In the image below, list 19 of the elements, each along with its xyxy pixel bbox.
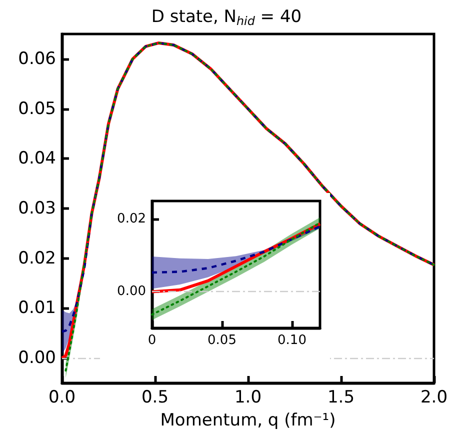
x-tick-label: 0.0 — [48, 388, 76, 408]
x-tick-label: 0.05 — [208, 333, 236, 348]
y-tick-label: 0.02 — [117, 212, 146, 227]
y-tick-label: 0.01 — [18, 298, 56, 318]
x-tick-label: 0.10 — [278, 333, 306, 348]
y-tick-label: 0.00 — [18, 348, 56, 368]
x-tick-label: 0.5 — [141, 388, 169, 408]
x-tick-label: 1.5 — [327, 388, 355, 408]
y-tick-label: 0.00 — [117, 284, 146, 300]
y-tick-label: 0.02 — [18, 248, 56, 268]
y-tick-label: 0.03 — [18, 198, 56, 218]
line-series — [150, 225, 322, 274]
y-tick-label: 0.06 — [18, 48, 56, 69]
x-tick-label: 0 — [148, 333, 156, 348]
y-tick-label: 0.05 — [18, 98, 56, 119]
x-axis-title: Momentum, q (fm⁻¹) — [160, 410, 336, 430]
x-tick-label: 1.0 — [234, 388, 262, 408]
x-tick-label: 2.0 — [420, 388, 448, 408]
y-tick-label: 0.04 — [18, 148, 56, 169]
